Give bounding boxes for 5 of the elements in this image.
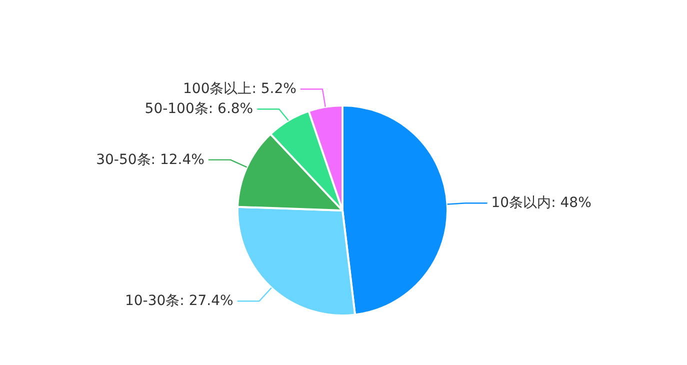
slice-label: 10条以内: 48%	[491, 195, 592, 212]
slice-label: 30-50条: 12.4%	[96, 152, 204, 168]
slice-label: 10-30条: 27.4%	[124, 293, 234, 310]
slice-label: 50-100条: 6.8%	[144, 101, 254, 118]
slice-label: 100条以上: 5.2%	[183, 81, 296, 98]
